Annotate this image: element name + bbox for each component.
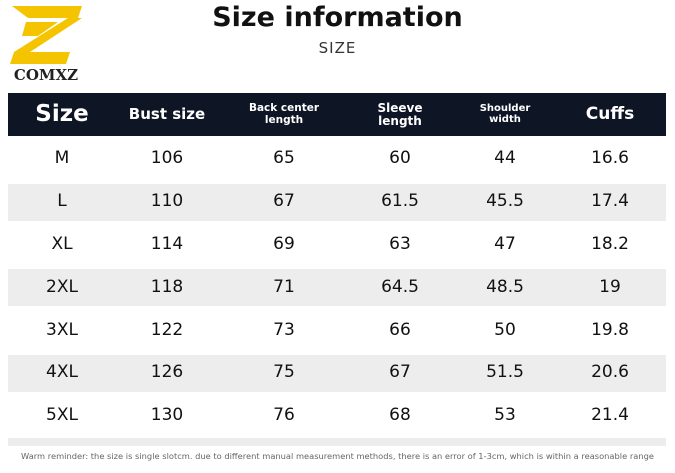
table-cell: 66 bbox=[389, 319, 411, 340]
table-cell: 44 bbox=[494, 148, 516, 169]
table-cell: 5XL bbox=[46, 405, 78, 426]
table-cell: 64.5 bbox=[381, 276, 419, 297]
table-cell: 53 bbox=[494, 405, 516, 426]
table-cell: 20.6 bbox=[591, 362, 629, 383]
column-header: Shoulder width bbox=[479, 103, 531, 125]
logo-text: COMXZ bbox=[13, 66, 79, 84]
table-cell: 114 bbox=[150, 233, 184, 254]
table-cell: 61.5 bbox=[381, 191, 419, 212]
table-cell: 130 bbox=[150, 405, 184, 426]
table-cell: 68 bbox=[389, 405, 411, 426]
column-header: Bust size bbox=[128, 104, 206, 123]
column-header: Cuffs bbox=[585, 103, 635, 124]
table-cell: 63 bbox=[389, 233, 411, 254]
table-cell: 21.4 bbox=[591, 405, 629, 426]
table-cell: 4XL bbox=[46, 362, 78, 383]
column-header: Sleeve length bbox=[377, 100, 423, 128]
header-bar bbox=[8, 93, 666, 136]
table-cell: 126 bbox=[150, 362, 184, 383]
table-cell: 69 bbox=[273, 233, 295, 254]
logo-mark bbox=[10, 6, 82, 64]
table-cell: 2XL bbox=[46, 276, 78, 297]
row-band bbox=[8, 355, 666, 392]
table-cell: 60 bbox=[389, 148, 411, 169]
table-cell: 3XL bbox=[46, 319, 78, 340]
table-cell: 76 bbox=[273, 405, 295, 426]
table-cell: 118 bbox=[150, 276, 184, 297]
table-cell: 17.4 bbox=[591, 191, 629, 212]
table-cell: 47 bbox=[494, 233, 516, 254]
row-band bbox=[8, 183, 666, 221]
column-header: Size bbox=[35, 101, 89, 128]
table-cell: 50 bbox=[494, 319, 516, 340]
table-cell: 18.2 bbox=[591, 233, 629, 254]
table-cell: 122 bbox=[150, 319, 184, 340]
table-cell: 45.5 bbox=[486, 191, 524, 212]
table-cell: 19.8 bbox=[591, 319, 629, 340]
table-cell: 19 bbox=[599, 276, 621, 297]
table-cell: XL bbox=[51, 233, 73, 254]
table-cell: L bbox=[57, 191, 67, 212]
table-cell: 65 bbox=[273, 148, 295, 169]
table-cell: 67 bbox=[273, 191, 295, 212]
table-cell: 51.5 bbox=[486, 362, 524, 383]
table-cell: 75 bbox=[273, 362, 295, 383]
bottom-band bbox=[8, 438, 666, 446]
column-header: Back center length bbox=[248, 102, 320, 126]
title: Size information bbox=[212, 2, 463, 33]
table-cell: 110 bbox=[150, 191, 184, 212]
table-cell: 106 bbox=[150, 148, 184, 169]
subtitle: SIZE bbox=[318, 39, 357, 57]
table-cell: 71 bbox=[273, 276, 295, 297]
row-band bbox=[8, 269, 666, 307]
footer-note: Warm reminder: the size is single slotcm… bbox=[21, 451, 654, 461]
table-cell: 48.5 bbox=[486, 276, 524, 297]
table-cell: 16.6 bbox=[591, 148, 629, 169]
table-cell: 67 bbox=[389, 362, 411, 383]
table-cell: 73 bbox=[273, 319, 295, 340]
table-cell: M bbox=[54, 148, 70, 169]
